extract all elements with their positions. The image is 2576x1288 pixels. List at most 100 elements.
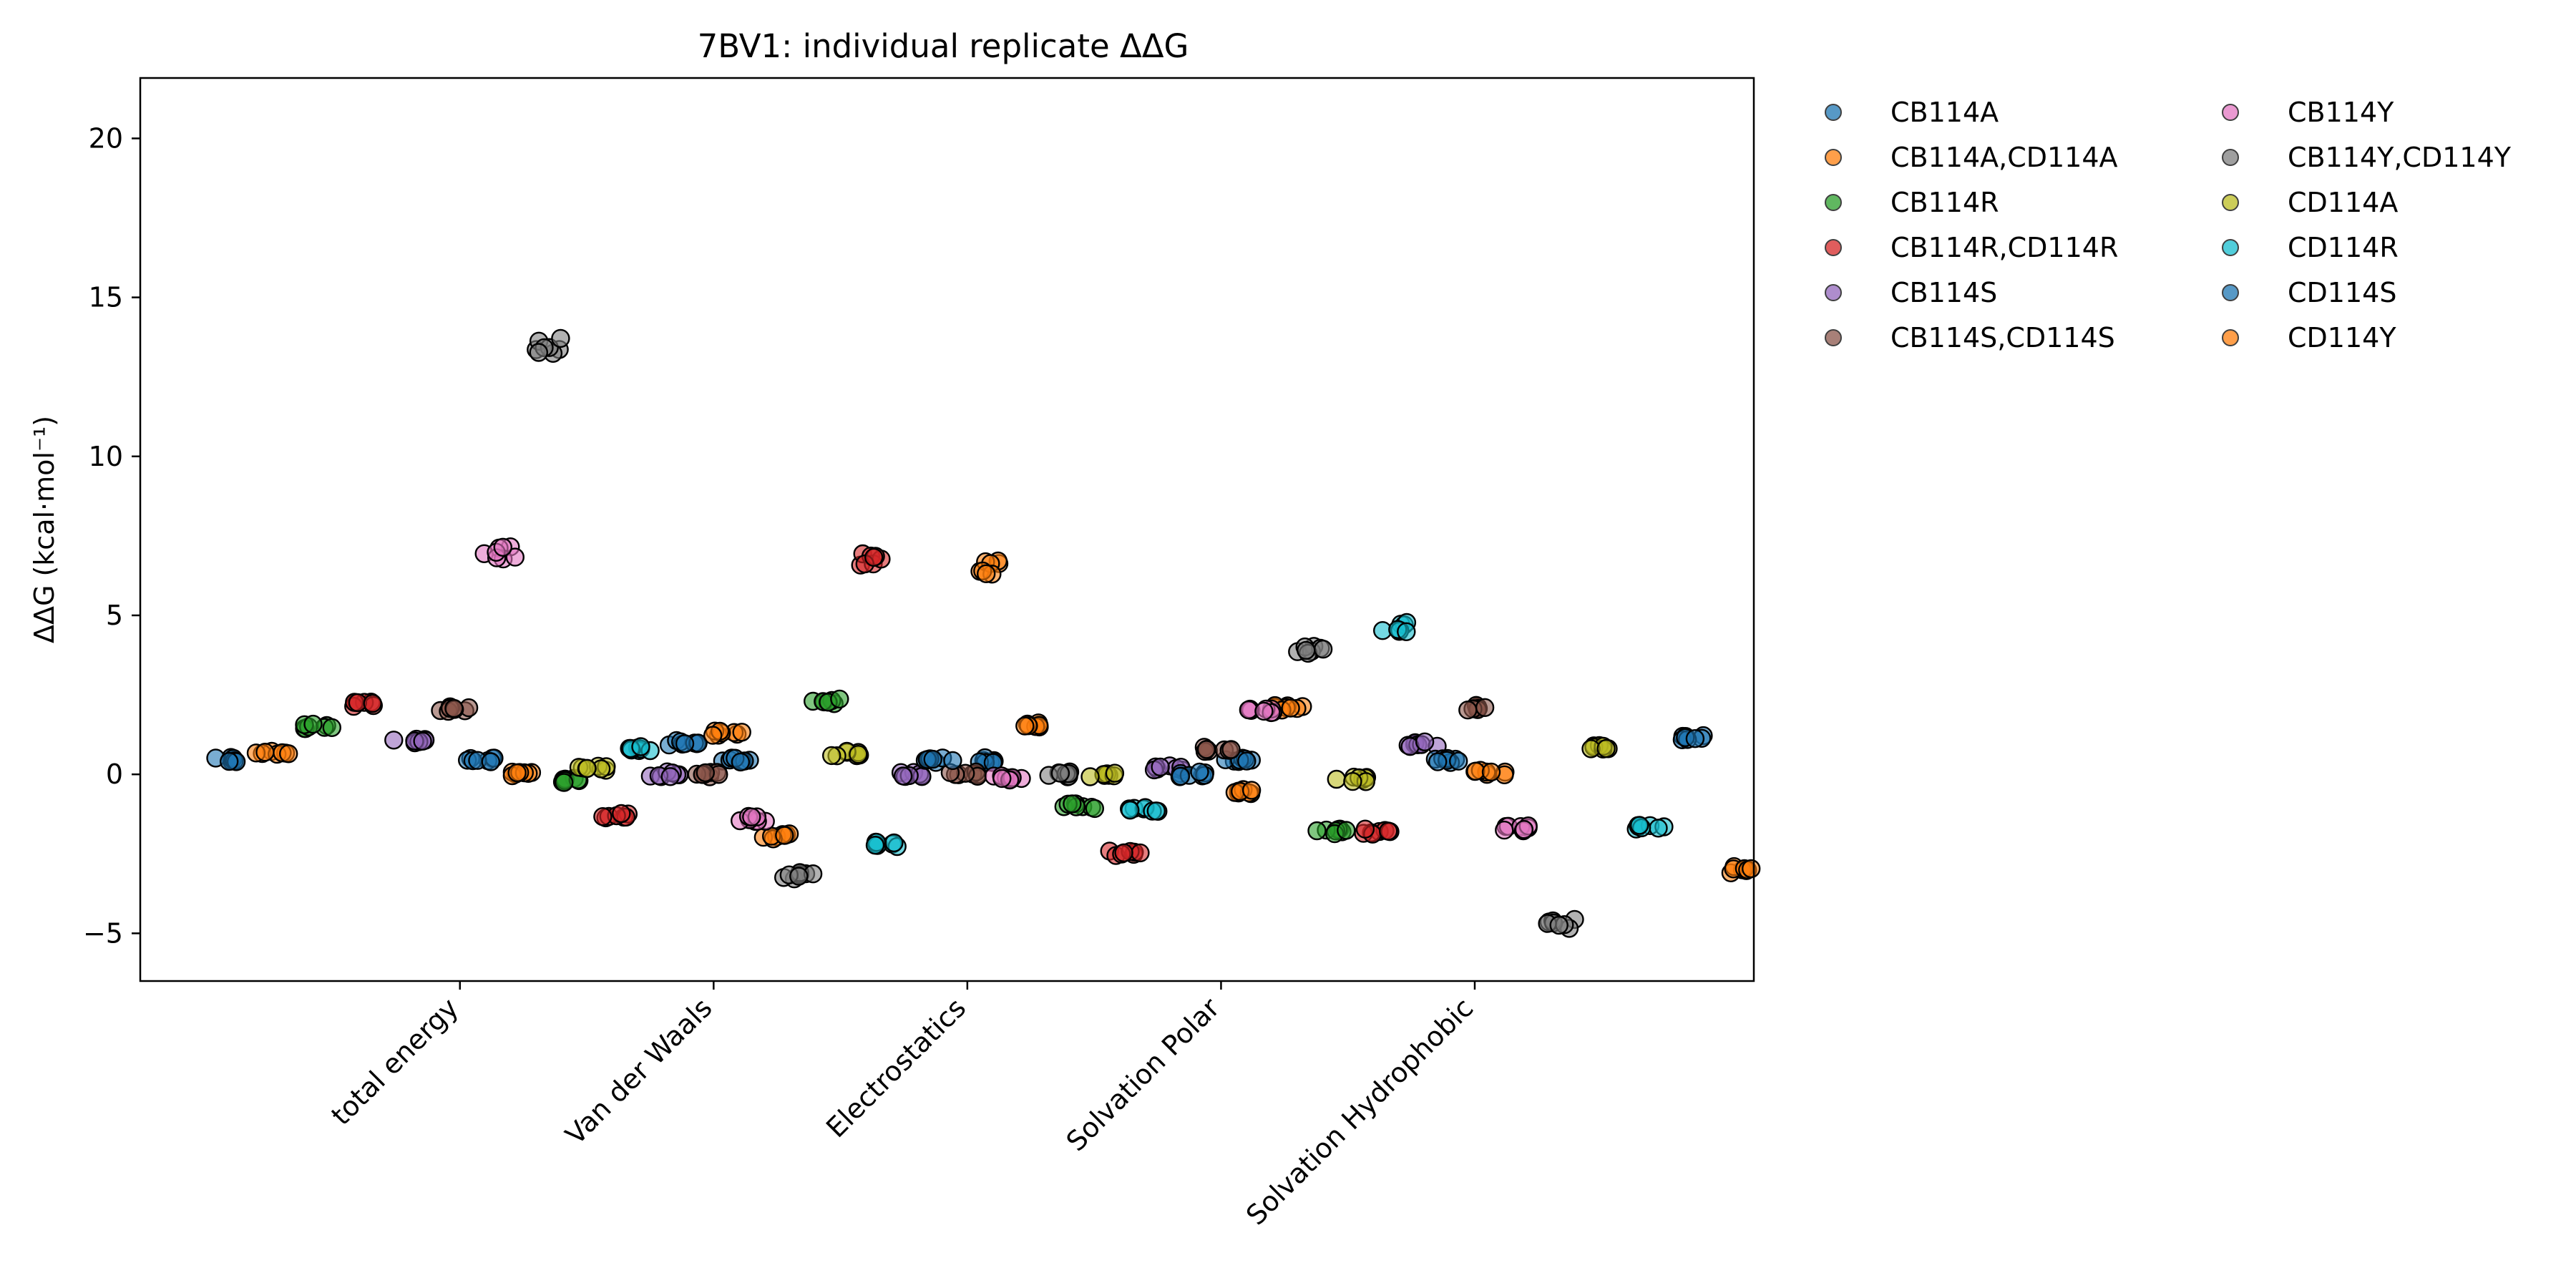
y-axis-label: ΔΔG (kcal·mol⁻¹) xyxy=(29,416,60,643)
data-point xyxy=(384,731,404,750)
legend-marker-icon xyxy=(2222,239,2239,256)
legend-item: CB114Y xyxy=(2222,97,2394,128)
data-point xyxy=(830,689,849,709)
data-point xyxy=(1050,763,1070,783)
data-point xyxy=(1343,771,1362,791)
legend-item: CD114R xyxy=(2222,232,2399,263)
data-point xyxy=(593,806,613,826)
y-tick-label: 20 xyxy=(89,122,123,154)
data-point xyxy=(631,737,650,756)
data-point xyxy=(865,835,885,855)
data-point xyxy=(1514,819,1534,839)
legend-label: CD114A xyxy=(2288,187,2399,218)
legend-label: CB114A xyxy=(1890,97,1999,128)
data-point xyxy=(976,564,996,583)
data-point xyxy=(507,763,527,783)
data-point xyxy=(555,773,574,792)
data-point xyxy=(1241,781,1262,800)
legend-label: CB114S xyxy=(1890,277,1998,308)
data-point xyxy=(1254,701,1274,721)
data-point xyxy=(1327,769,1347,789)
data-point xyxy=(551,328,570,348)
legend-label: CB114Y xyxy=(2288,97,2394,128)
legend-label: CB114Y,CD114Y xyxy=(2288,142,2511,173)
legend-marker-icon xyxy=(1825,194,1842,211)
data-point xyxy=(1190,762,1209,782)
data-point xyxy=(1355,819,1375,839)
legend-marker-icon xyxy=(2222,284,2239,301)
y-tick-label: −5 xyxy=(83,917,123,949)
data-point xyxy=(505,547,525,567)
data-point xyxy=(1481,762,1501,782)
data-point xyxy=(943,751,962,771)
data-point xyxy=(220,751,239,771)
legend-label: CB114R xyxy=(1890,187,1999,218)
legend-label: CB114A,CD114A xyxy=(1890,142,2118,173)
data-point xyxy=(1448,751,1468,771)
data-point xyxy=(279,744,298,763)
data-point xyxy=(612,804,631,824)
legend-label: CD114Y xyxy=(2288,322,2396,353)
y-tick-label: 10 xyxy=(89,441,123,472)
legend-item: CB114A xyxy=(1825,97,1999,128)
y-tick-label: 0 xyxy=(106,758,123,790)
legend-item: CB114S,CD114S xyxy=(1825,322,2115,353)
data-point xyxy=(363,693,382,713)
legend-item: CB114R,CD114R xyxy=(1825,232,2118,263)
data-point xyxy=(1415,732,1435,752)
legend-marker-icon xyxy=(1825,239,1842,256)
legend-item: CD114S xyxy=(2222,277,2396,308)
legend-item: CD114A xyxy=(2222,187,2398,218)
legend-marker-icon xyxy=(2222,329,2239,346)
data-point xyxy=(992,769,1012,789)
data-point xyxy=(923,749,942,769)
data-point xyxy=(1428,752,1448,771)
data-point xyxy=(1458,701,1478,720)
data-point xyxy=(255,742,275,762)
data-point xyxy=(696,763,715,783)
data-point xyxy=(1151,757,1170,777)
data-point xyxy=(303,714,323,734)
data-point xyxy=(1105,763,1125,783)
data-point xyxy=(775,826,794,845)
data-point xyxy=(493,537,512,557)
data-point xyxy=(1221,740,1241,759)
legend-item: CB114A,CD114A xyxy=(1825,142,2118,173)
legend-label: CD114R xyxy=(2288,232,2399,263)
data-point xyxy=(1239,700,1259,720)
data-point xyxy=(731,752,751,772)
data-point xyxy=(849,744,868,764)
data-point xyxy=(1146,801,1166,821)
data-point xyxy=(884,833,904,853)
data-point xyxy=(675,734,695,753)
scatter-points xyxy=(206,328,1761,938)
legend-item: CD114Y xyxy=(2222,322,2396,353)
data-point xyxy=(1080,767,1100,786)
data-point xyxy=(789,867,809,886)
data-point xyxy=(1549,915,1568,935)
legend-marker-icon xyxy=(2222,149,2239,166)
data-point xyxy=(1378,821,1398,841)
data-point xyxy=(1685,728,1705,748)
data-point xyxy=(1596,738,1616,758)
legend-item: CB114S xyxy=(1825,277,1997,308)
data-point xyxy=(1131,843,1150,863)
x-tick-label: total energy xyxy=(325,992,464,1131)
data-point xyxy=(864,547,884,567)
data-point xyxy=(821,746,841,766)
data-point xyxy=(1171,766,1191,786)
data-point xyxy=(444,698,464,718)
data-point xyxy=(660,767,680,786)
data-point xyxy=(1337,821,1356,840)
data-point xyxy=(1313,640,1333,659)
x-tick-label: Electrostatics xyxy=(820,992,972,1143)
data-point xyxy=(1741,859,1761,879)
x-axis-ticks: total energy Van der Waals Electrostatics S… xyxy=(325,981,1479,1231)
data-point xyxy=(1196,740,1216,759)
legend-marker-icon xyxy=(1825,329,1842,346)
data-point xyxy=(893,766,913,786)
legend-item: CB114Y,CD114Y xyxy=(2222,142,2511,173)
legend-marker-icon xyxy=(2222,104,2239,121)
data-point xyxy=(577,758,597,779)
legend-item: CB114R xyxy=(1825,187,1999,218)
